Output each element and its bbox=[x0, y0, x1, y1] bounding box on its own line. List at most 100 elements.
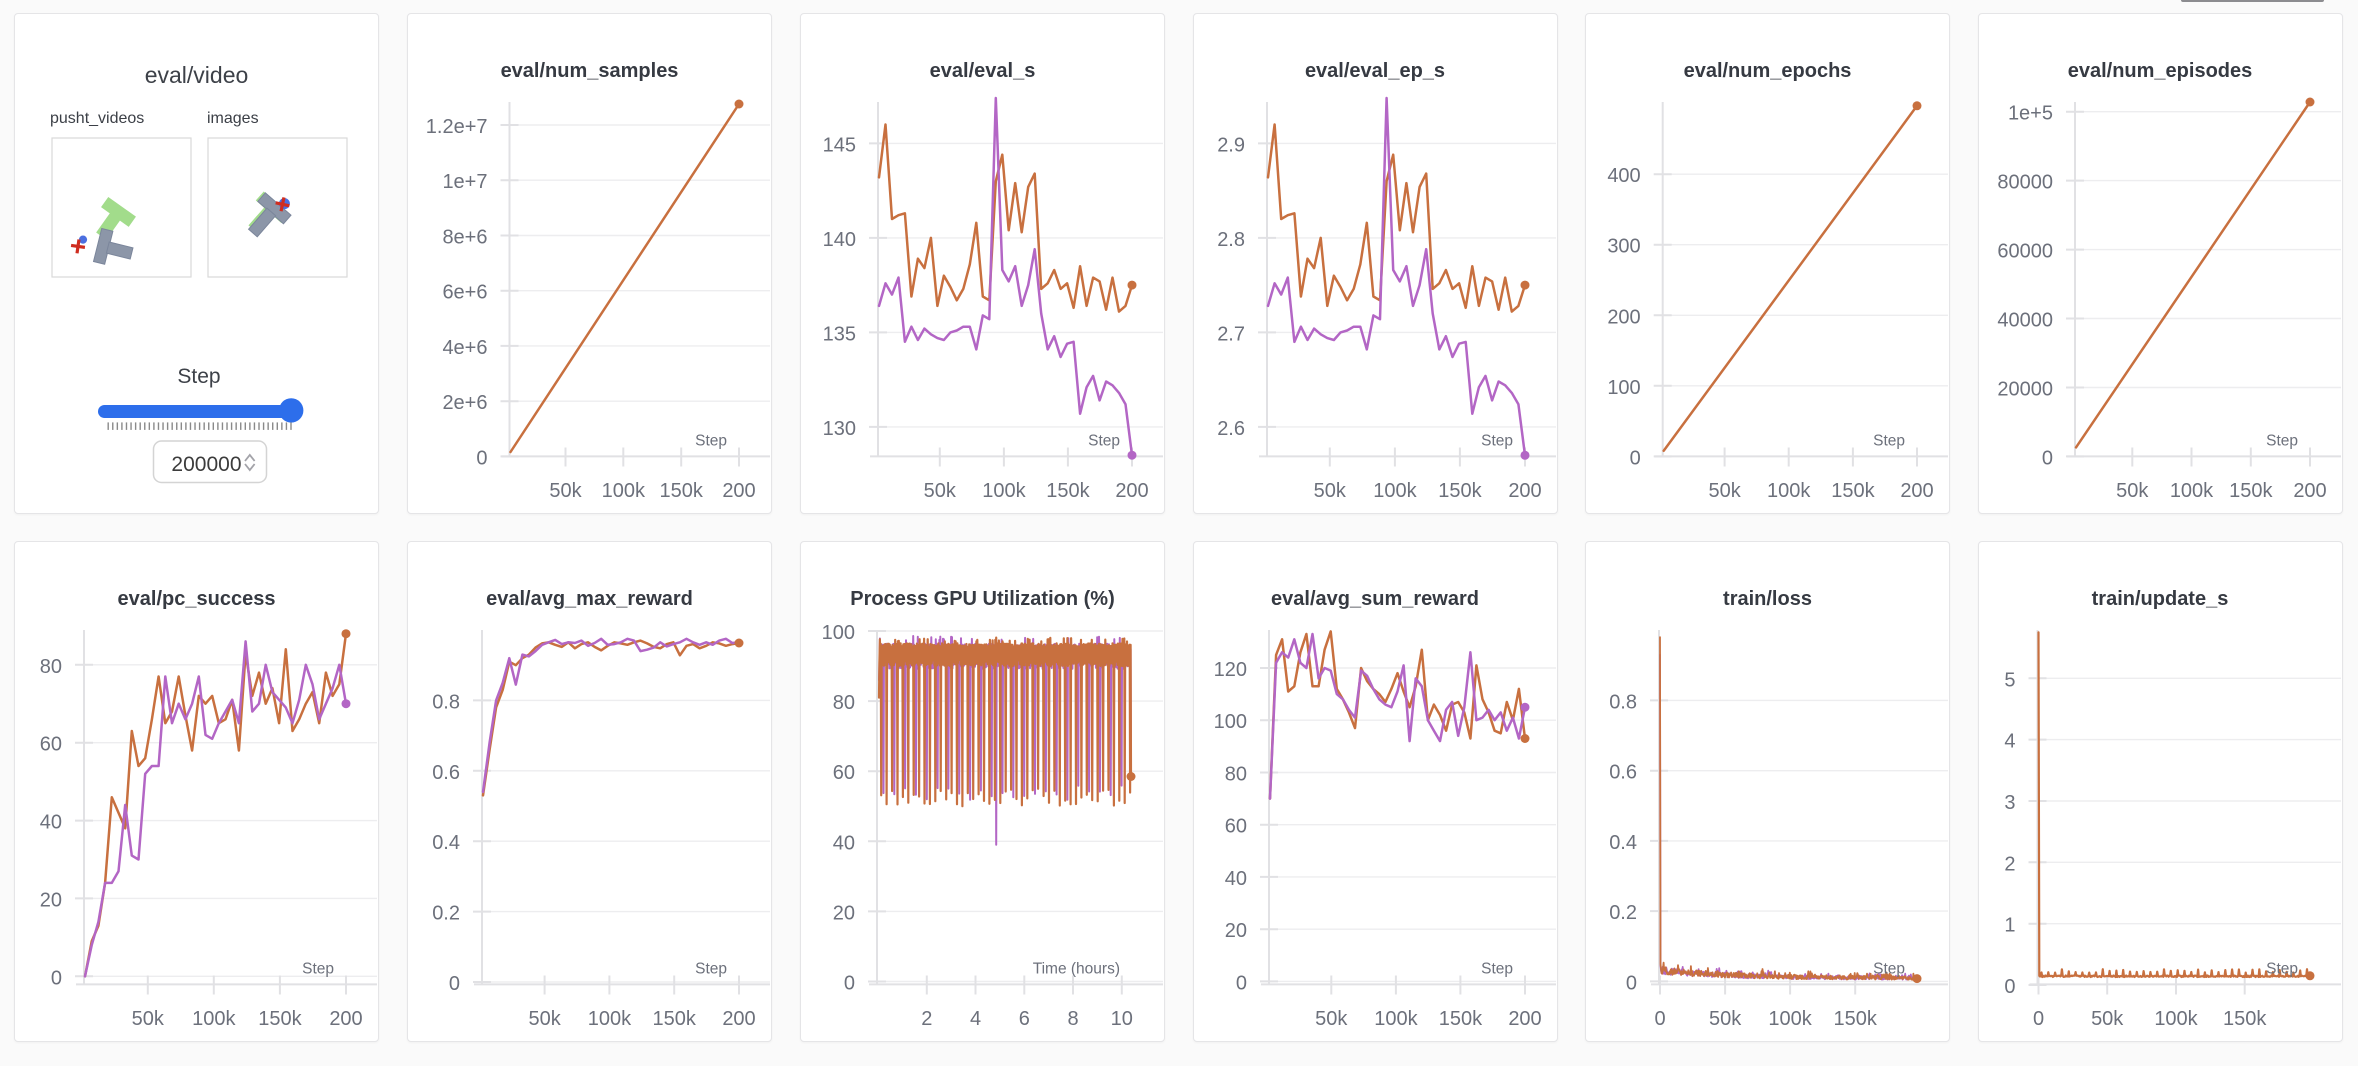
svg-text:150k: 150k bbox=[660, 480, 704, 502]
svg-text:40000: 40000 bbox=[1997, 310, 2053, 332]
svg-text:Step: Step bbox=[695, 961, 727, 978]
svg-text:150k: 150k bbox=[1831, 480, 1875, 502]
svg-text:80000: 80000 bbox=[1997, 172, 2053, 194]
svg-text:1: 1 bbox=[2004, 915, 2015, 937]
svg-text:20: 20 bbox=[833, 902, 855, 924]
svg-text:50k: 50k bbox=[1708, 480, 1741, 502]
svg-text:3: 3 bbox=[2004, 792, 2015, 814]
svg-text:50k: 50k bbox=[1315, 1008, 1348, 1030]
svg-text:120: 120 bbox=[1213, 659, 1246, 681]
svg-text:100k: 100k bbox=[588, 1008, 632, 1030]
svg-text:Step: Step bbox=[2266, 433, 2298, 450]
svg-text:200: 200 bbox=[1508, 480, 1541, 502]
svg-text:80: 80 bbox=[40, 656, 62, 678]
svg-text:20: 20 bbox=[40, 889, 62, 911]
svg-text:10: 10 bbox=[1111, 1008, 1133, 1030]
svg-text:200: 200 bbox=[2293, 480, 2326, 502]
svg-text:0.4: 0.4 bbox=[432, 832, 460, 854]
svg-text:200: 200 bbox=[1900, 480, 1933, 502]
svg-text:0.6: 0.6 bbox=[1609, 762, 1637, 784]
svg-text:150k: 150k bbox=[2229, 480, 2273, 502]
svg-text:60000: 60000 bbox=[1997, 241, 2053, 263]
svg-text:Step: Step bbox=[1873, 961, 1905, 978]
svg-text:80: 80 bbox=[1224, 764, 1246, 786]
svg-text:100k: 100k bbox=[1767, 480, 1811, 502]
svg-text:50k: 50k bbox=[528, 1008, 561, 1030]
svg-text:150k: 150k bbox=[258, 1008, 302, 1030]
svg-text:100k: 100k bbox=[192, 1008, 236, 1030]
svg-text:2.8: 2.8 bbox=[1217, 229, 1245, 251]
svg-text:2: 2 bbox=[2004, 853, 2015, 875]
svg-text:Step: Step bbox=[1088, 433, 1120, 450]
svg-text:0: 0 bbox=[1626, 972, 1637, 994]
svg-text:50k: 50k bbox=[924, 480, 957, 502]
svg-text:0: 0 bbox=[2041, 447, 2052, 469]
svg-text:100k: 100k bbox=[982, 480, 1026, 502]
svg-text:0.4: 0.4 bbox=[1609, 832, 1637, 854]
svg-text:40: 40 bbox=[833, 832, 855, 854]
svg-text:Step: Step bbox=[2266, 961, 2298, 978]
svg-text:60: 60 bbox=[1224, 816, 1246, 838]
svg-text:100: 100 bbox=[1607, 377, 1640, 399]
svg-text:0.8: 0.8 bbox=[432, 691, 460, 713]
svg-text:130: 130 bbox=[823, 418, 856, 440]
svg-text:150k: 150k bbox=[1046, 480, 1090, 502]
svg-text:150k: 150k bbox=[1834, 1008, 1878, 1030]
svg-text:145: 145 bbox=[823, 134, 856, 156]
svg-text:400: 400 bbox=[1607, 165, 1640, 187]
svg-text:40: 40 bbox=[1224, 868, 1246, 890]
svg-text:100k: 100k bbox=[1768, 1008, 1812, 1030]
svg-text:Step: Step bbox=[1481, 961, 1513, 978]
svg-text:60: 60 bbox=[40, 734, 62, 756]
svg-text:2.6: 2.6 bbox=[1217, 418, 1245, 440]
svg-text:0: 0 bbox=[844, 973, 855, 995]
svg-text:40: 40 bbox=[40, 812, 62, 834]
svg-text:6: 6 bbox=[1019, 1008, 1030, 1030]
svg-text:100: 100 bbox=[822, 622, 855, 644]
svg-text:4: 4 bbox=[2004, 731, 2015, 753]
svg-text:200: 200 bbox=[1508, 1008, 1541, 1030]
svg-text:2e+6: 2e+6 bbox=[442, 392, 487, 414]
svg-text:4e+6: 4e+6 bbox=[442, 337, 487, 359]
svg-text:2: 2 bbox=[921, 1008, 932, 1030]
svg-text:0.2: 0.2 bbox=[1609, 902, 1637, 924]
svg-text:8e+6: 8e+6 bbox=[442, 227, 487, 249]
svg-text:200000: 200000 bbox=[171, 453, 241, 476]
svg-text:50k: 50k bbox=[549, 480, 582, 502]
svg-text:50k: 50k bbox=[2116, 480, 2149, 502]
svg-text:200: 200 bbox=[1607, 306, 1640, 328]
svg-text:20: 20 bbox=[1224, 920, 1246, 942]
svg-text:Step: Step bbox=[177, 365, 220, 388]
svg-text:0: 0 bbox=[476, 447, 487, 469]
svg-text:150k: 150k bbox=[1438, 480, 1482, 502]
svg-text:1e+5: 1e+5 bbox=[2007, 103, 2052, 125]
svg-text:0: 0 bbox=[1630, 447, 1641, 469]
svg-text:50k: 50k bbox=[132, 1008, 165, 1030]
svg-text:0.2: 0.2 bbox=[432, 903, 460, 925]
svg-text:150k: 150k bbox=[653, 1008, 697, 1030]
svg-text:60: 60 bbox=[833, 762, 855, 784]
svg-text:0.8: 0.8 bbox=[1609, 691, 1637, 713]
svg-text:200: 200 bbox=[1115, 480, 1148, 502]
svg-text:100k: 100k bbox=[1374, 1008, 1418, 1030]
svg-text:0.6: 0.6 bbox=[432, 762, 460, 784]
svg-text:135: 135 bbox=[823, 323, 856, 345]
svg-text:200: 200 bbox=[722, 1008, 755, 1030]
svg-text:100: 100 bbox=[1213, 711, 1246, 733]
svg-text:6e+6: 6e+6 bbox=[442, 282, 487, 304]
svg-text:100k: 100k bbox=[2154, 1008, 2198, 1030]
svg-text:100k: 100k bbox=[2169, 480, 2213, 502]
svg-text:Step: Step bbox=[695, 433, 727, 450]
svg-text:140: 140 bbox=[823, 229, 856, 251]
svg-text:Time (hours): Time (hours) bbox=[1033, 961, 1120, 978]
svg-text:50k: 50k bbox=[2091, 1008, 2124, 1030]
svg-text:Step: Step bbox=[1873, 433, 1905, 450]
svg-text:80: 80 bbox=[833, 692, 855, 714]
svg-text:1e+7: 1e+7 bbox=[442, 171, 487, 193]
svg-text:200: 200 bbox=[722, 480, 755, 502]
svg-text:0: 0 bbox=[2032, 1008, 2043, 1030]
svg-text:150k: 150k bbox=[2223, 1008, 2267, 1030]
svg-text:50k: 50k bbox=[1709, 1008, 1742, 1030]
svg-text:2.9: 2.9 bbox=[1217, 134, 1245, 156]
svg-text:Step: Step bbox=[302, 961, 334, 978]
